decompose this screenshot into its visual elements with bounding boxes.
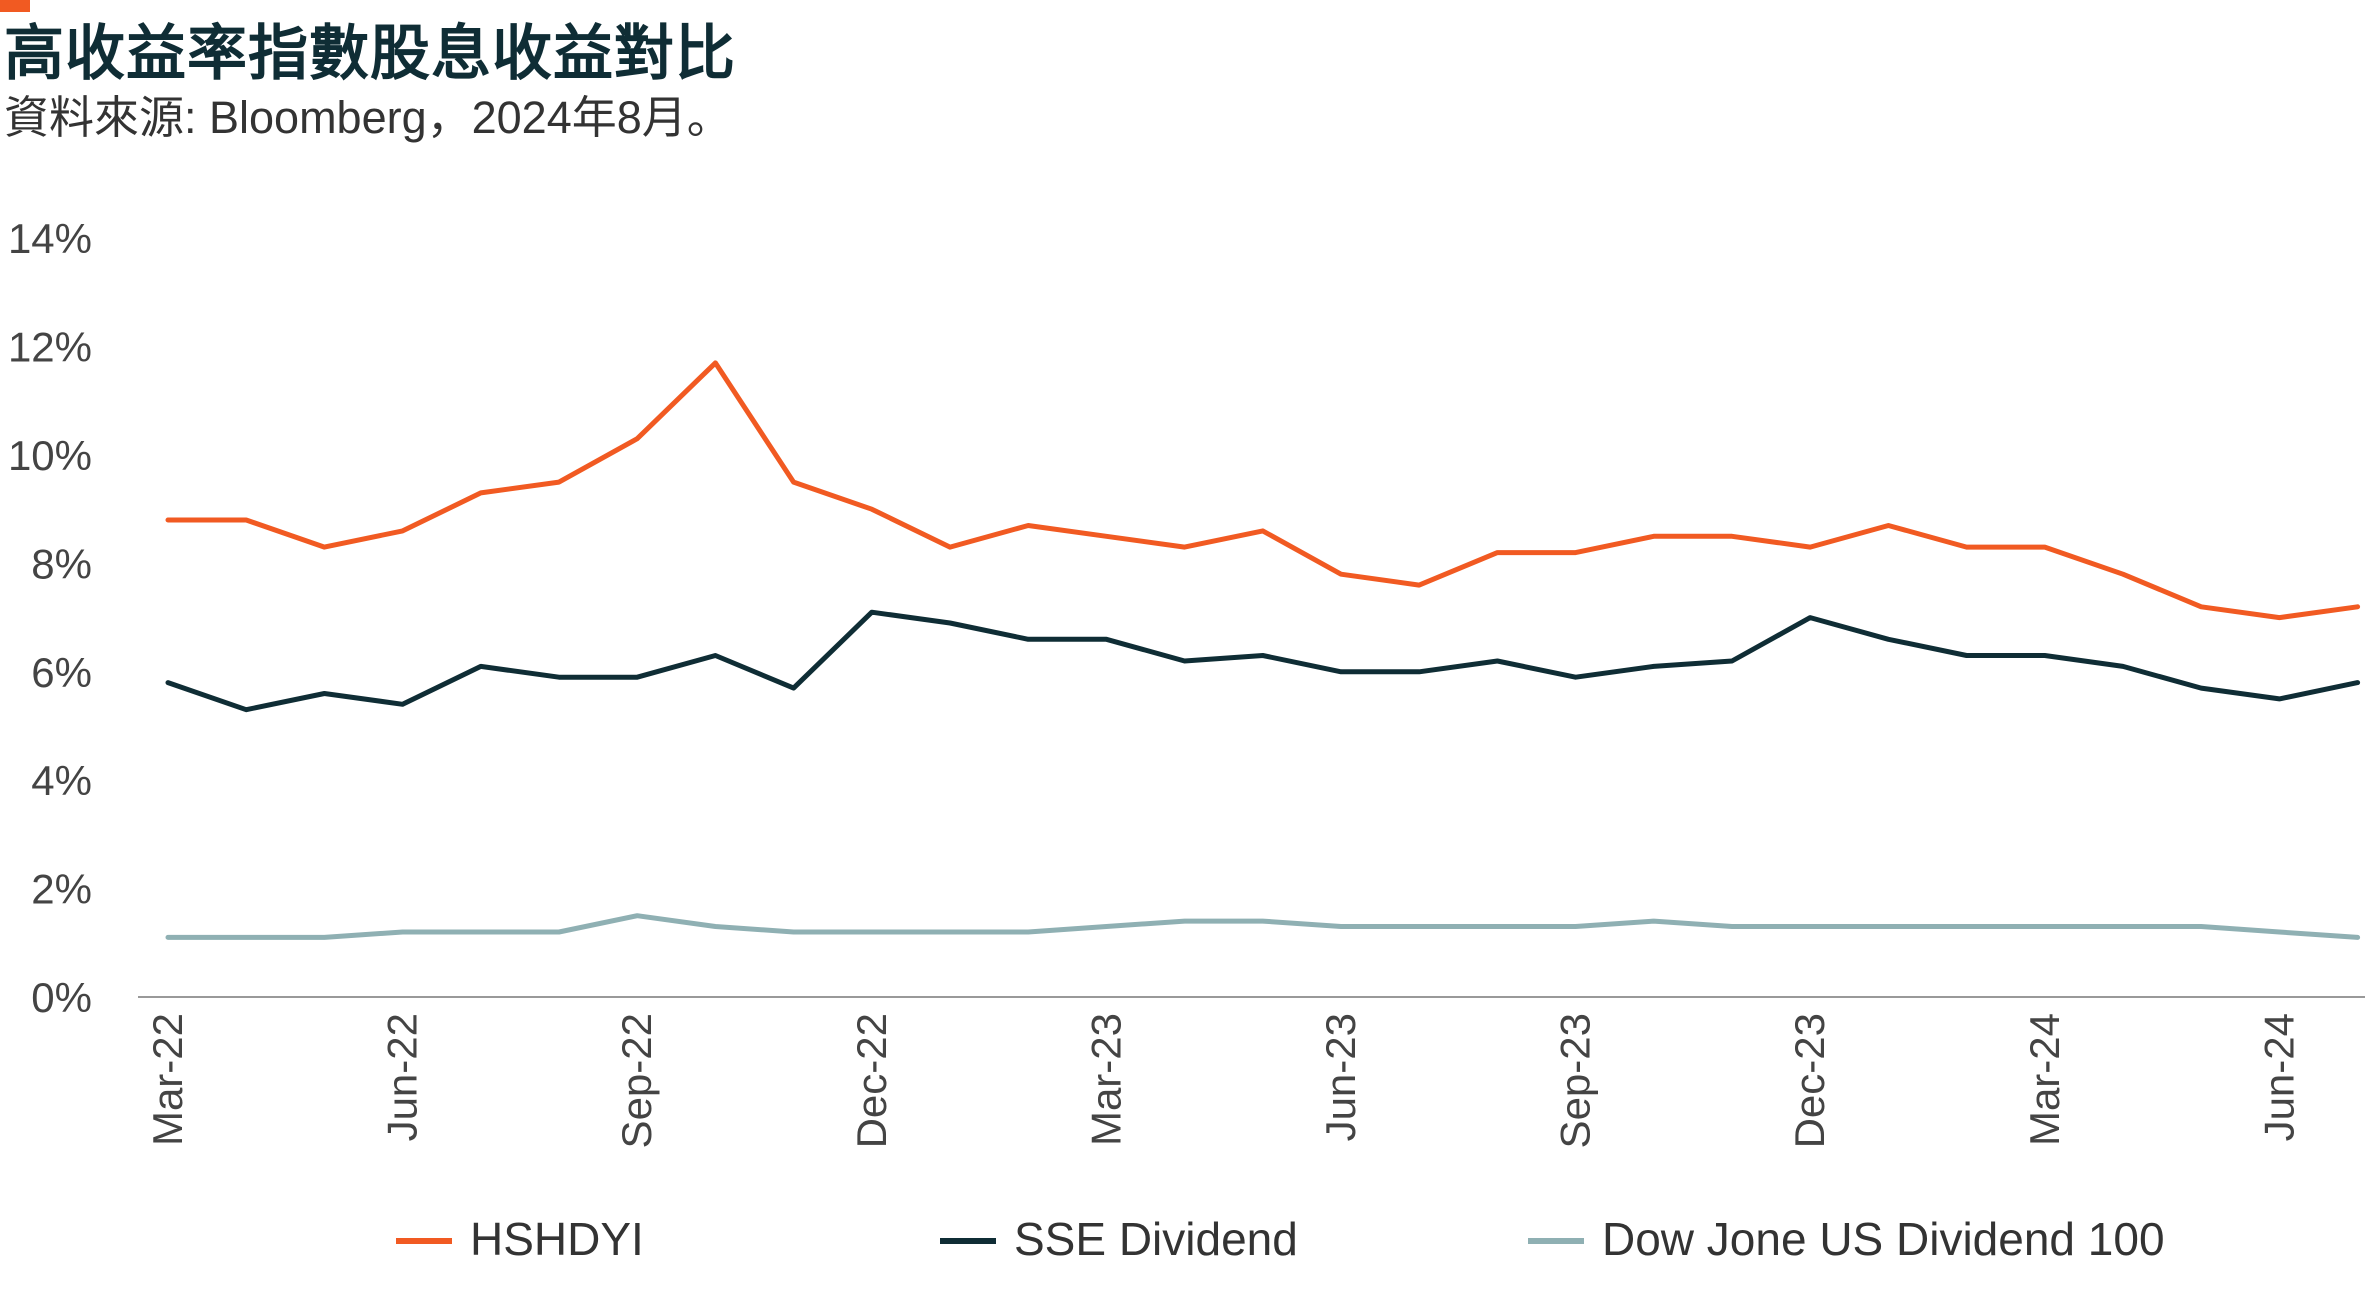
legend-label: Dow Jone US Dividend 100 [1602,1213,2165,1265]
y-tick-label: 10% [8,432,92,479]
series-line [165,360,2361,621]
series-line [165,913,2361,940]
x-tick-label: Dec-23 [1786,1013,1833,1148]
title-accent-bar [0,0,30,12]
x-tick-label: Mar-24 [2021,1013,2068,1146]
x-tick-label: Jun-24 [2255,1013,2302,1141]
y-tick-label: 8% [31,540,92,587]
x-tick-label: Mar-22 [144,1013,191,1146]
x-tick-label: Sep-23 [1552,1013,1599,1148]
y-tick-label: 12% [8,324,92,371]
x-tick-label: Dec-22 [848,1013,895,1148]
series-line [165,609,2361,713]
y-tick-label: 2% [31,866,92,913]
y-tick-label: 6% [31,649,92,696]
chart-subtitle: 資料來源: Bloomberg，2024年8月。 [4,92,732,143]
legend-label: HSHDYI [470,1213,644,1265]
y-tick-label: 4% [31,757,92,804]
x-tick-label: Jun-23 [1317,1013,1364,1141]
x-tick-label: Mar-23 [1082,1013,1129,1146]
y-tick-label: 0% [31,974,92,1021]
x-tick-label: Jun-22 [379,1013,426,1141]
y-tick-label: 14% [8,215,92,262]
legend-label: SSE Dividend [1014,1213,1298,1265]
chart-title: 高收益率指數股息收益對比 [4,20,736,87]
x-tick-label: Sep-22 [613,1013,660,1148]
